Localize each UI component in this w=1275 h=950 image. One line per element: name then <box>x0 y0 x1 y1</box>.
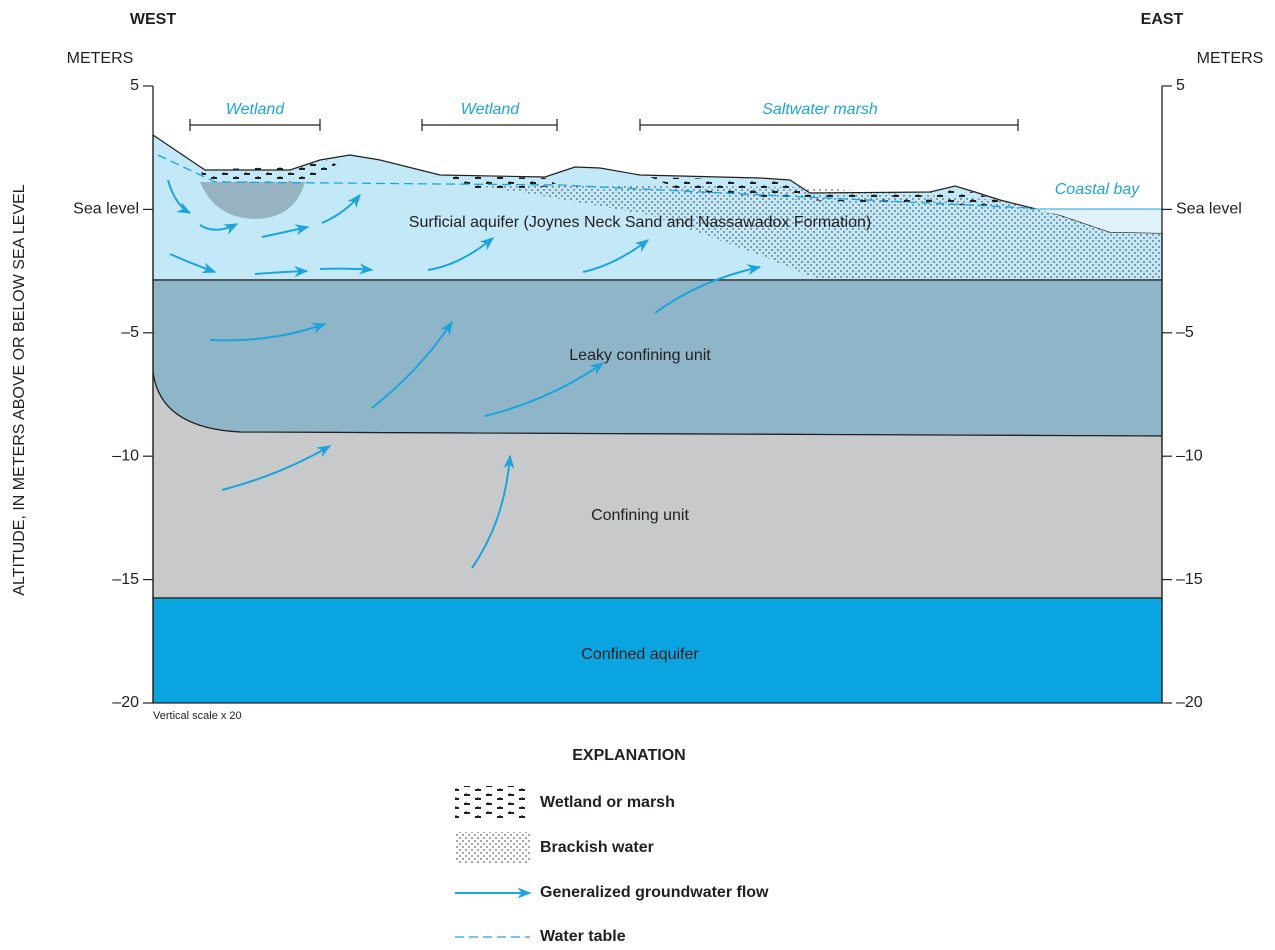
tick-label: –15 <box>112 571 139 588</box>
tick-label: 5 <box>130 77 139 94</box>
tick-label: Sea level <box>1176 201 1242 218</box>
explanation: EXPLANATION Wetland or marsh Brackish wa… <box>455 747 769 945</box>
unit-name: Confined aquifer <box>581 646 699 663</box>
tick-label: –15 <box>1176 571 1203 588</box>
tick-label: 5 <box>1176 77 1185 94</box>
legend-symbol <box>455 832 530 864</box>
tick-label: –20 <box>1176 694 1203 711</box>
y-axis-label: ALTITUDE, IN METERS ABOVE OR BELOW SEA L… <box>11 184 28 595</box>
water-table <box>157 154 1031 209</box>
explanation-title: EXPLANATION <box>572 747 685 764</box>
unit-name: Surficial aquifer (Joynes Neck Sand and … <box>409 214 871 231</box>
tick-label: –10 <box>1176 447 1203 464</box>
wetland-marsh-area <box>650 177 1000 206</box>
unit-name: Confining unit <box>591 507 689 524</box>
feature-label: Saltwater marsh <box>762 101 878 118</box>
legend-label: Water table <box>540 928 626 945</box>
wetland-lens <box>200 182 305 219</box>
legend-label: Brackish water <box>540 839 654 856</box>
coastal-bay-water <box>1030 209 1162 233</box>
feature-label: Wetland <box>226 101 286 118</box>
tick-label: –5 <box>1176 324 1194 341</box>
legend-label: Wetland or marsh <box>540 794 675 811</box>
wetland-marsh-area <box>200 157 345 182</box>
feature-brackets <box>189 119 1019 131</box>
wetland-marsh-area <box>430 175 560 190</box>
legend-symbol <box>455 786 530 818</box>
confined-aquifer <box>152 597 1163 704</box>
axes: 5 Sea level –5 –10 –15 –20 5 Sea level –5 –10 –15 –… <box>73 77 1242 711</box>
unit-label: METERS <box>67 50 134 67</box>
coastal-bay-label: Coastal bay <box>1055 181 1140 198</box>
tick-label: –10 <box>112 447 139 464</box>
cross-section <box>152 133 1163 704</box>
legend-label: Generalized groundwater flow <box>540 884 769 901</box>
flow-arrows <box>167 179 762 569</box>
tick-label: –5 <box>121 324 139 341</box>
east-label: EAST <box>1141 11 1184 28</box>
scale-note: Vertical scale x 20 <box>153 710 242 722</box>
brackish-water <box>470 185 1162 280</box>
unit-name: Leaky confining unit <box>569 347 711 364</box>
tick-label: –20 <box>112 694 139 711</box>
feature-label: Wetland <box>461 101 521 118</box>
unit-label: METERS <box>1197 50 1264 67</box>
west-label: WEST <box>130 11 176 28</box>
tick-label: Sea level <box>73 201 139 218</box>
